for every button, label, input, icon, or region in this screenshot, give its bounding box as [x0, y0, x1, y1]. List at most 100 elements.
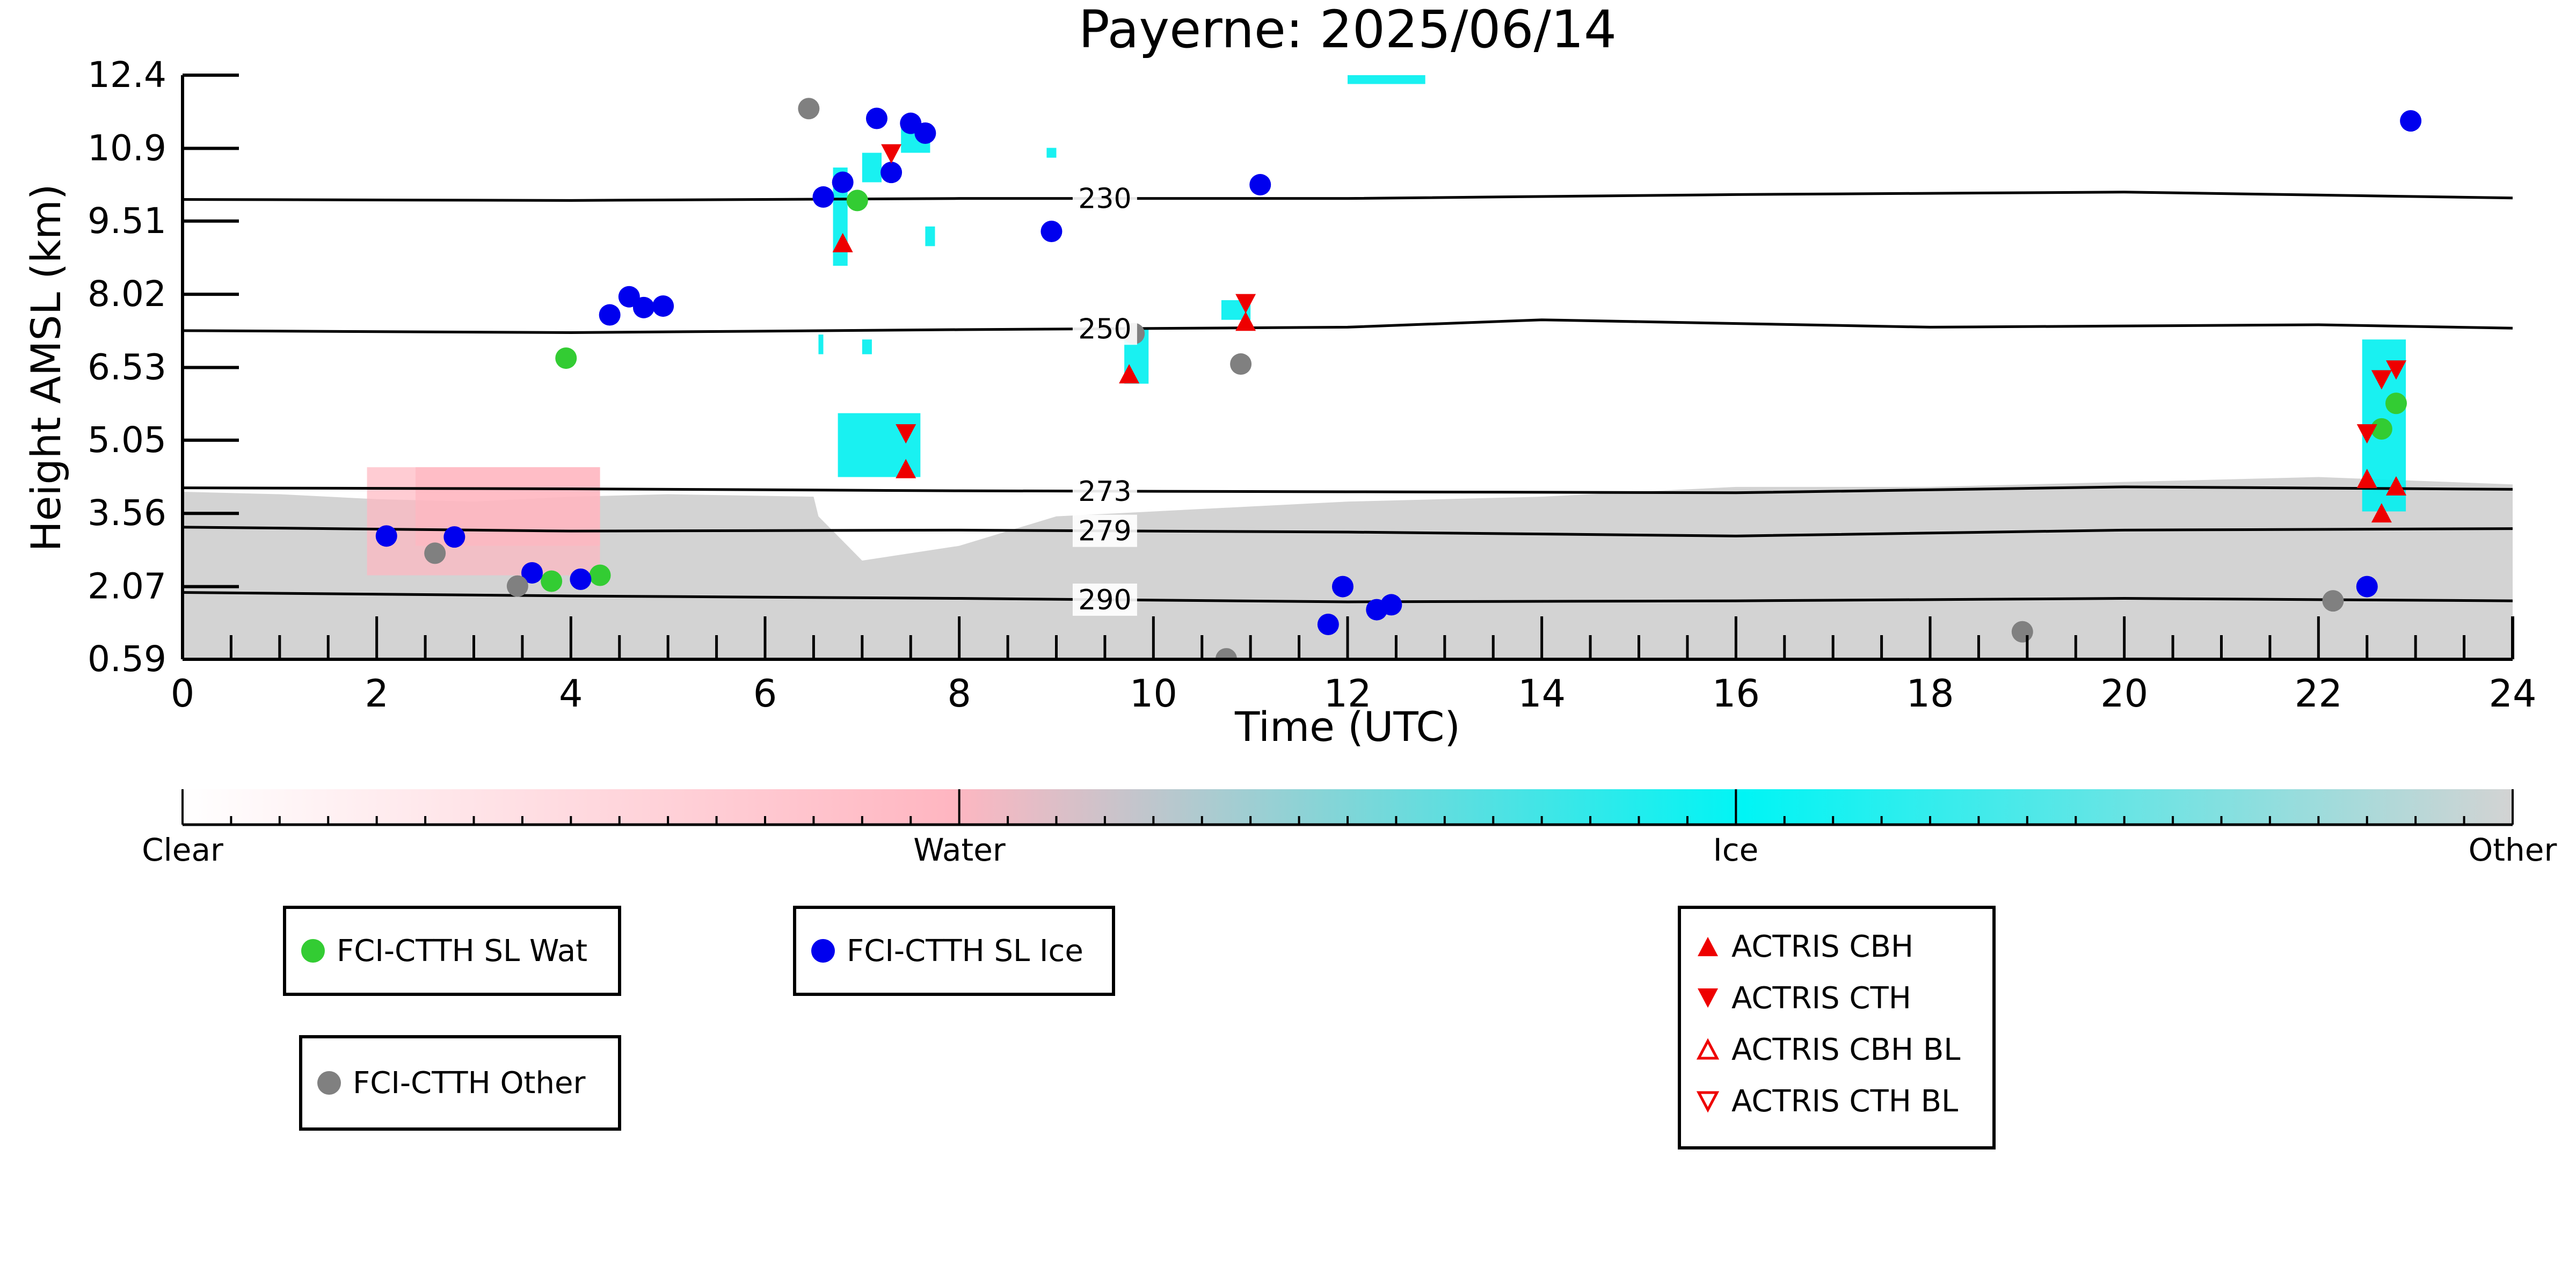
- water-mask-patch: [416, 467, 600, 546]
- data-point: [1235, 311, 1256, 331]
- y-tick-label: 2.07: [88, 566, 166, 607]
- data-point: [1040, 220, 1063, 242]
- ice-mask-patch: [818, 334, 824, 354]
- legend-wat: FCI-CTTH SL Wat: [283, 906, 621, 996]
- data-point: [2371, 503, 2392, 523]
- y-tick-label: 12.4: [88, 54, 166, 96]
- legend-label-other: FCI-CTTH Other: [353, 1065, 586, 1101]
- y-tick-label: 10.9: [88, 127, 166, 169]
- data-point: [846, 190, 868, 212]
- data-point: [2356, 576, 2378, 598]
- x-tick-label: 20: [2100, 672, 2148, 716]
- legend-label-cbh-bl: ACTRIS CBH BL: [1731, 1032, 1961, 1067]
- chart-title: Payerne: 2025/06/14: [1079, 0, 1617, 60]
- legend-label-cbh: ACTRIS CBH: [1731, 929, 1914, 964]
- isotherm-line: [183, 485, 2513, 494]
- isotherm-label-bg: [1072, 514, 1137, 547]
- x-tick-label: 24: [2488, 672, 2536, 716]
- y-axis-label: Height AMSL (km): [22, 184, 70, 551]
- data-point: [424, 542, 446, 564]
- x-tick-label: 0: [171, 672, 195, 716]
- data-point: [896, 424, 916, 444]
- y-tick-label: 3.56: [88, 492, 166, 534]
- data-point: [541, 570, 563, 592]
- colorbar: Clear Water Ice Other: [142, 789, 2557, 868]
- isotherm-label-bg: [1072, 312, 1137, 345]
- data-point: [589, 564, 611, 586]
- triangle-up-open-icon: [1692, 1034, 1724, 1066]
- gray-circle-icon: [313, 1067, 345, 1099]
- points-layer: [375, 98, 2422, 660]
- data-point: [1215, 648, 1237, 660]
- data-point: [1230, 353, 1252, 375]
- x-tick-label: 10: [1130, 672, 1177, 716]
- data-point: [812, 186, 834, 208]
- isotherm-line: [183, 591, 2513, 603]
- triangle-down-open-icon: [1692, 1085, 1724, 1117]
- ice-mask-patch: [862, 152, 882, 183]
- isotherm-line: [183, 191, 2513, 202]
- y-tick-label: 5.05: [88, 419, 166, 461]
- ice-mask-patch: [925, 226, 935, 246]
- isotherm-label: 230: [1078, 183, 1131, 215]
- legend-label-wat: FCI-CTTH SL Wat: [337, 933, 588, 969]
- colorbar-label-other: Other: [2469, 832, 2557, 868]
- x-axis-label: Time (UTC): [1234, 703, 1460, 751]
- triangle-up-icon: [1692, 930, 1724, 963]
- data-point: [1317, 614, 1339, 636]
- y-tick-label: 6.53: [88, 346, 166, 388]
- colorbar-label-clear: Clear: [142, 832, 223, 868]
- data-point: [865, 107, 887, 129]
- isotherm-label: 290: [1078, 584, 1131, 616]
- data-point: [1235, 294, 1256, 314]
- data-point: [914, 122, 936, 144]
- plot-area: [183, 75, 2513, 660]
- data-point: [555, 347, 577, 369]
- data-point: [1119, 364, 1140, 384]
- other-mask-region: [183, 477, 2513, 659]
- x-tick-label: 14: [1518, 672, 1566, 716]
- isotherm-label: 279: [1078, 515, 1131, 548]
- data-point: [1380, 594, 1402, 616]
- data-point: [506, 575, 528, 597]
- legend-label-ice: FCI-CTTH SL Ice: [847, 933, 1083, 969]
- data-point: [2386, 476, 2406, 496]
- isotherm-label-bg: [1072, 583, 1137, 616]
- x-tick-label: 4: [559, 672, 583, 716]
- data-point: [652, 295, 674, 317]
- isotherm-labels: 230 250 273 279 290: [1072, 182, 1137, 616]
- colorbar-label-ice: Ice: [1713, 832, 1759, 868]
- y-tick-label: 0.59: [88, 638, 166, 680]
- data-point: [599, 304, 621, 326]
- data-point: [375, 525, 397, 547]
- data-point: [632, 296, 654, 318]
- x-tick-label: 16: [1712, 672, 1760, 716]
- isotherm-label-bg: [1072, 475, 1137, 507]
- x-tick-label: 22: [2295, 672, 2342, 716]
- data-point: [521, 562, 543, 584]
- isotherm-line: [183, 318, 2513, 334]
- x-tick-label: 12: [1323, 672, 1371, 716]
- data-point: [881, 162, 903, 184]
- data-point: [1249, 174, 1271, 196]
- data-point: [798, 98, 820, 120]
- data-point: [832, 171, 854, 193]
- data-point: [832, 232, 853, 252]
- x-tick-label: 8: [947, 672, 971, 716]
- data-point: [1331, 576, 1354, 598]
- data-point: [2400, 110, 2422, 132]
- triangle-down-icon: [1692, 982, 1724, 1014]
- data-point: [570, 568, 592, 590]
- y-tick-label: 9.51: [88, 200, 166, 242]
- y-tick-label: 8.02: [88, 273, 166, 315]
- ice-mask-patch: [1046, 148, 1057, 158]
- isotherm-label: 250: [1078, 313, 1131, 345]
- data-point: [2322, 590, 2344, 612]
- data-point: [2370, 418, 2392, 440]
- data-point: [443, 526, 465, 548]
- data-point: [2371, 370, 2392, 390]
- data-point: [896, 459, 916, 478]
- legend-ice: FCI-CTTH SL Ice: [793, 906, 1115, 996]
